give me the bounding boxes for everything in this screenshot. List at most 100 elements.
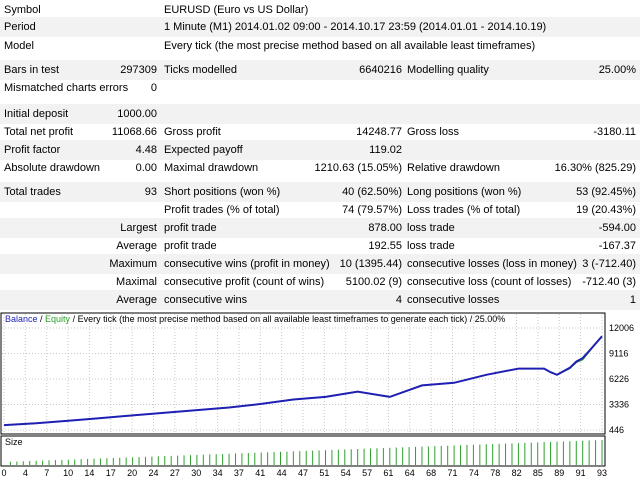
x-tick-label: 61 — [383, 468, 393, 478]
largest-pt-label: profit trade — [164, 222, 217, 234]
x-tick-label: 37 — [234, 468, 244, 478]
average2-label: Average — [116, 294, 157, 306]
legend-equity: Equity — [45, 314, 71, 324]
x-tick-label: 47 — [298, 468, 308, 478]
period-label: Period — [4, 21, 36, 33]
model-label: Model — [4, 40, 34, 52]
row-maximal: Maximal consecutive profit (count of win… — [0, 272, 640, 292]
row-netprofit: Total net profit 11068.66 Gross profit 1… — [0, 122, 640, 142]
row-drawdown: Absolute drawdown 0.00 Maximal drawdown … — [0, 158, 640, 178]
avg-cw-value: 4 — [395, 294, 402, 306]
symbol-label: Symbol — [4, 4, 41, 16]
x-tick-label: 20 — [127, 468, 137, 478]
size-bars — [9, 440, 603, 465]
x-tick-label: 54 — [341, 468, 351, 478]
trades-value: 93 — [144, 186, 157, 198]
y-tick-label: 3336 — [609, 400, 629, 410]
row-average: Average profit trade 192.55 loss trade -… — [0, 236, 640, 256]
balance-chart: Balance / Equity / Every tick (the most … — [0, 312, 634, 478]
grossloss-value: -3180.11 — [593, 126, 636, 138]
short-label: Short positions (won %) — [164, 186, 281, 198]
max-cw-label: consecutive wins (profit in money) — [164, 258, 330, 270]
row-average2: Average consecutive wins 4 consecutive l… — [0, 290, 640, 310]
largest-lt-value: -594.00 — [598, 222, 636, 234]
x-tick-label: 74 — [469, 468, 479, 478]
ptrades-value: 74 (79.57%) — [342, 204, 402, 216]
x-tick-label: 27 — [170, 468, 180, 478]
x-tick-label: 10 — [63, 468, 73, 478]
maxdd-value: 1210.63 (15.05%) — [314, 162, 402, 174]
largest-lt-label: loss trade — [407, 222, 455, 234]
x-tick-label: 30 — [191, 468, 201, 478]
model-value: Every tick (the most precise method base… — [164, 40, 536, 52]
ltrades-value: 19 (20.43%) — [576, 204, 636, 216]
maximum-label: Maximum — [109, 258, 157, 270]
x-tick-label: 82 — [512, 468, 522, 478]
maxdd-label: Maximal drawdown — [164, 162, 259, 174]
mismatch-label: Mismatched charts errors — [4, 82, 129, 94]
y-tick-label: 12006 — [609, 323, 634, 333]
absdd-label: Absolute drawdown — [4, 162, 101, 174]
size-label: Size — [5, 437, 23, 447]
average-lt-label: loss trade — [407, 240, 455, 252]
long-label: Long positions (won %) — [407, 186, 522, 198]
avg-cl-label: consecutive losses — [407, 294, 500, 306]
x-tick-label: 7 — [44, 468, 49, 478]
row-largest: Largest profit trade 878.00 loss trade -… — [0, 218, 640, 238]
avg-cw-label: consecutive wins — [164, 294, 248, 306]
x-tick-label: 41 — [255, 468, 265, 478]
mx-cp-label: consecutive profit (count of wins) — [164, 276, 325, 288]
size-plot-frame — [0, 435, 606, 467]
row-bars: Bars in test 297309 Ticks modelled 66402… — [0, 60, 640, 80]
row-mismatch: Mismatched charts errors 0 — [0, 78, 640, 98]
period-value: 1 Minute (M1) 2014.01.02 09:00 - 2014.10… — [164, 21, 547, 33]
y-tick-label: 9116 — [609, 349, 628, 359]
legend-rest: / Every tick (the most precise method ba… — [70, 314, 505, 324]
x-tick-label: 0 — [1, 468, 6, 478]
netprofit-label: Total net profit — [4, 126, 74, 138]
largest-pt-value: 878.00 — [368, 222, 402, 234]
row-profitfactor: Profit factor 4.48 Expected payoff 119.0… — [0, 140, 640, 160]
max-cl-label: consecutive losses (loss in money) — [407, 258, 577, 270]
legend-sep: / — [38, 314, 46, 324]
row-trades: Total trades 93 Short positions (won %) … — [0, 182, 640, 202]
ptrades-label: Profit trades (% of total) — [164, 204, 280, 216]
bars-label: Bars in test — [4, 64, 60, 76]
avg-cl-value: 1 — [629, 294, 636, 306]
ticks-value: 6640216 — [359, 64, 402, 76]
y-tick-label: 6226 — [609, 374, 629, 384]
mx-cp-value: 5100.02 (9) — [345, 276, 402, 288]
x-tick-label: 85 — [533, 468, 543, 478]
mismatch-value: 0 — [150, 82, 157, 94]
x-tick-label: 51 — [319, 468, 329, 478]
row-symbol: Symbol EURUSD (Euro vs US Dollar) — [0, 0, 640, 20]
x-tick-label: 78 — [490, 468, 500, 478]
pf-label: Profit factor — [4, 144, 61, 156]
mx-cl-value: -712.40 (3) — [582, 276, 636, 288]
reldd-value: 16.30% (825.29) — [554, 162, 636, 174]
balance-series-line — [3, 335, 603, 427]
row-profit-trades: Profit trades (% of total) 74 (79.57%) L… — [0, 200, 640, 220]
y-tick-labels: 12006 9116 6226 3336 446 — [609, 323, 634, 435]
row-maximum: Maximum consecutive wins (profit in mone… — [0, 254, 640, 274]
deposit-label: Initial deposit — [4, 108, 69, 120]
x-tick-label: 44 — [277, 468, 287, 478]
x-tick-label: 17 — [106, 468, 116, 478]
netprofit-value: 11068.66 — [111, 126, 157, 138]
x-tick-label: 89 — [554, 468, 564, 478]
absdd-value: 0.00 — [135, 162, 157, 174]
main-plot-frame — [0, 312, 606, 435]
row-deposit: Initial deposit 1000.00 — [0, 104, 640, 124]
deposit-value: 1000.00 — [117, 108, 157, 120]
x-tick-label: 34 — [213, 468, 223, 478]
x-tick-label: 24 — [148, 468, 158, 478]
quality-label: Modelling quality — [407, 64, 489, 76]
x-tick-label: 57 — [362, 468, 372, 478]
average-pt-value: 192.55 — [368, 240, 402, 252]
max-cw-value: 10 (1395.44) — [339, 258, 402, 270]
grossloss-label: Gross loss — [407, 126, 459, 138]
x-tick-labels: 0 4 7 10 14 17 20 24 27 30 34 37 41 44 47 51 54 57 61 64 68 7… — [1, 468, 607, 478]
x-tick-label: 14 — [84, 468, 94, 478]
reldd-label: Relative drawdown — [407, 162, 500, 174]
payoff-value: 119.02 — [369, 144, 402, 156]
